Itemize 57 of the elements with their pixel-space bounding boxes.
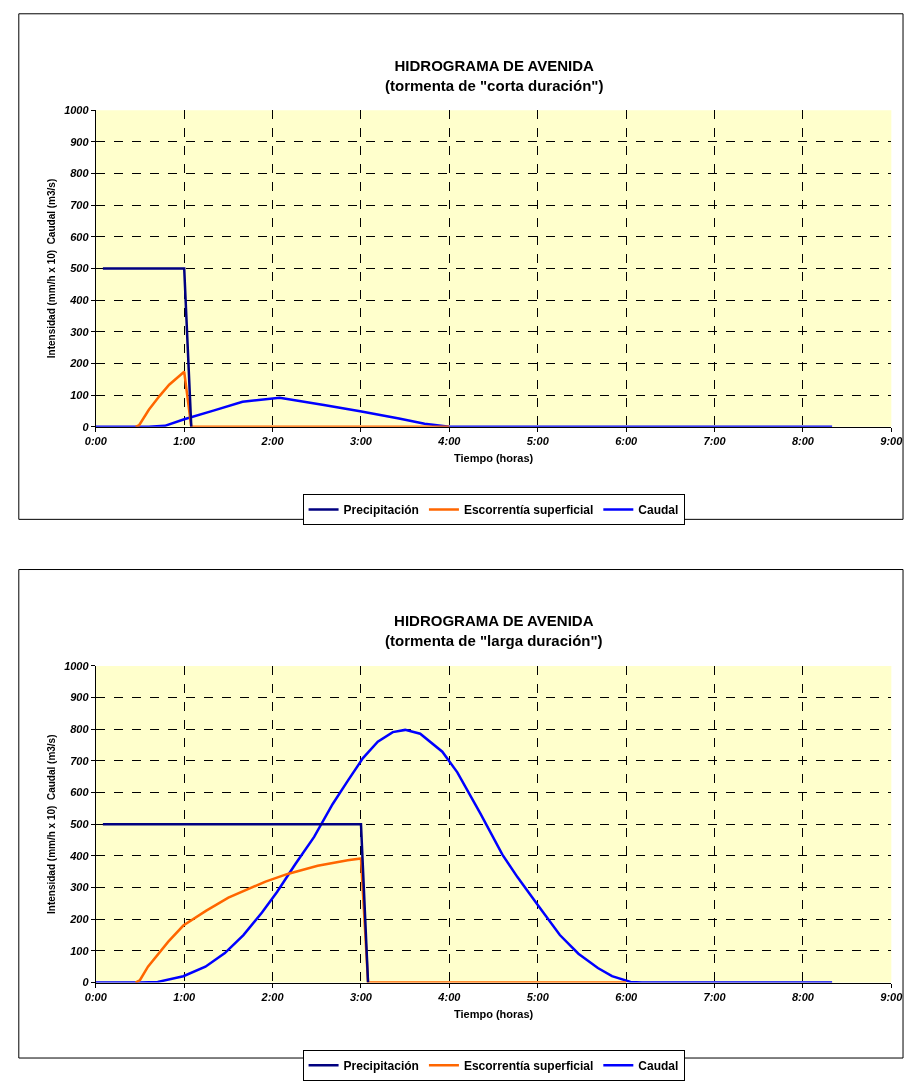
chart-title: HIDROGRAMA DE AVENIDA [394, 57, 595, 74]
x-tick-label: 5:00 [526, 990, 550, 1003]
legend-label: Precipitación [343, 503, 419, 518]
x-axis-title: Tiempo (horas) [453, 452, 534, 465]
x-tick-label: 4:00 [437, 435, 462, 448]
x-tick-label: 2:00 [260, 990, 285, 1003]
y-tick-label: 500 [70, 818, 90, 831]
chart-title: HIDROGRAMA DE AVENIDA [394, 612, 594, 629]
x-tick-label: 0:00 [84, 990, 108, 1003]
y-tick-label: 1000 [64, 659, 90, 672]
legend-label: Caudal [638, 1058, 679, 1073]
y-tick-label: 200 [69, 357, 90, 370]
y-tick-label: 0 [82, 420, 90, 433]
y-tick-label: 800 [70, 723, 90, 736]
x-tick-label: 9:00 [880, 435, 904, 448]
y-tick-label: 100 [70, 944, 90, 957]
x-tick-label: 9:00 [880, 990, 904, 1003]
legend-label: Escorrentía superficial [463, 503, 594, 518]
x-tick-label: 3:00 [349, 990, 373, 1003]
y-axis-title: Intensidad (mm/h x 10) Caudal (m3/s) [46, 178, 58, 359]
x-tick-label: 8:00 [791, 990, 815, 1003]
y-tick-label: 300 [70, 881, 90, 894]
y-axis-title: Intensidad (mm/h x 10) Caudal (m3/s) [46, 734, 58, 914]
y-tick-label: 700 [70, 199, 90, 212]
x-tick-label: 5:00 [526, 435, 550, 448]
legend-label: Escorrentía superficial [463, 1058, 594, 1073]
chart-subtitle: (tormenta de "larga duración") [385, 631, 603, 649]
y-tick-label: 300 [70, 325, 90, 338]
y-tick-label: 500 [70, 262, 90, 275]
x-axis-title: Tiempo (horas) [453, 1007, 534, 1020]
y-tick-label: 700 [70, 754, 90, 767]
y-tick-label: 800 [70, 167, 90, 180]
x-tick-label: 1:00 [173, 435, 197, 448]
y-tick-label: 100 [70, 389, 90, 401]
y-tick-label: 400 [69, 849, 90, 862]
y-tick-label: 400 [69, 294, 90, 307]
y-tick-label: 600 [70, 230, 90, 243]
x-tick-label: 6:00 [615, 990, 639, 1003]
x-tick-label: 7:00 [703, 435, 727, 448]
x-tick-label: 4:00 [437, 990, 462, 1003]
y-tick-label: 600 [70, 786, 90, 799]
chart-subtitle: (tormenta de "corta duración") [385, 76, 604, 94]
y-tick-label: 0 [82, 976, 90, 989]
legend-label: Caudal [638, 503, 679, 518]
line-series [95, 728, 834, 983]
x-tick-label: 8:00 [791, 435, 815, 448]
y-tick-label: 1000 [64, 104, 90, 117]
x-tick-label: 6:00 [615, 435, 639, 448]
x-tick-label: 0:00 [84, 435, 108, 448]
y-tick-label: 900 [70, 691, 90, 704]
x-tick-label: 3:00 [349, 435, 373, 448]
x-tick-label: 2:00 [260, 435, 285, 448]
x-tick-label: 7:00 [703, 990, 727, 1003]
y-tick-label: 200 [69, 913, 90, 926]
y-tick-label: 900 [70, 135, 90, 148]
legend-label: Precipitación [343, 1058, 419, 1073]
x-tick-label: 1:00 [173, 990, 197, 1003]
